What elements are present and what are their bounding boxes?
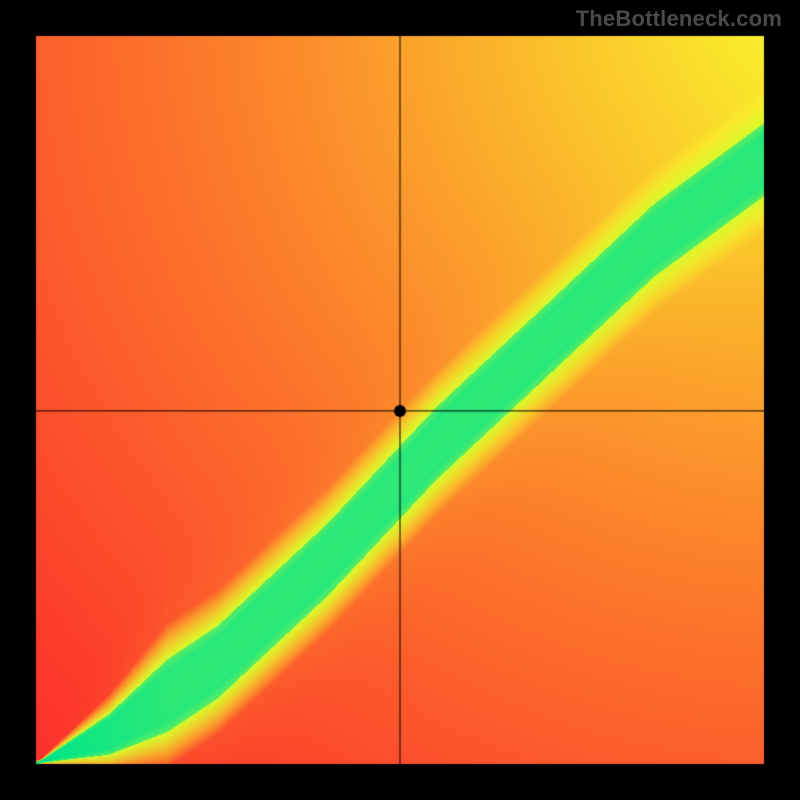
bottleneck-heatmap — [0, 0, 800, 800]
watermark-text: TheBottleneck.com — [576, 6, 782, 32]
